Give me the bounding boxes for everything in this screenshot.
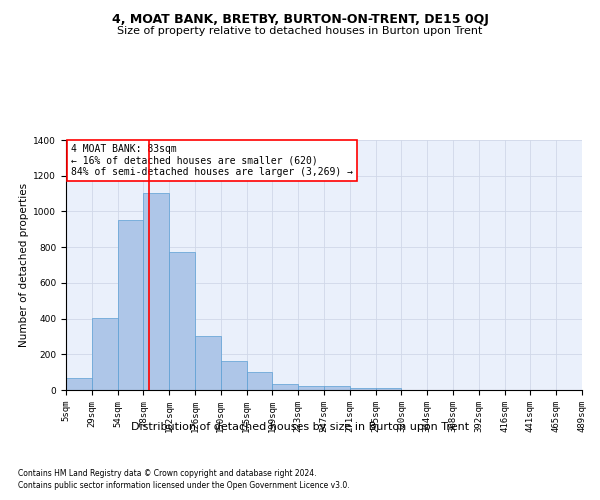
Bar [195, 336, 221, 390]
Bar [66, 378, 92, 390]
Text: Size of property relative to detached houses in Burton upon Trent: Size of property relative to detached ho… [118, 26, 482, 36]
Bar [324, 386, 350, 390]
Text: Contains public sector information licensed under the Open Government Licence v3: Contains public sector information licen… [18, 481, 350, 490]
Bar [92, 318, 118, 390]
Text: Contains HM Land Registry data © Crown copyright and database right 2024.: Contains HM Land Registry data © Crown c… [18, 468, 317, 477]
Bar [350, 388, 376, 390]
Bar [247, 372, 272, 390]
Bar [376, 388, 401, 390]
Bar [169, 252, 195, 390]
Bar [143, 192, 169, 390]
Bar [118, 220, 143, 390]
Bar [272, 384, 298, 390]
Bar [298, 386, 324, 390]
Text: 4 MOAT BANK: 83sqm
← 16% of detached houses are smaller (620)
84% of semi-detach: 4 MOAT BANK: 83sqm ← 16% of detached hou… [71, 144, 353, 177]
Bar [221, 362, 247, 390]
Y-axis label: Number of detached properties: Number of detached properties [19, 183, 29, 347]
Text: Distribution of detached houses by size in Burton upon Trent: Distribution of detached houses by size … [131, 422, 469, 432]
Text: 4, MOAT BANK, BRETBY, BURTON-ON-TRENT, DE15 0QJ: 4, MOAT BANK, BRETBY, BURTON-ON-TRENT, D… [112, 12, 488, 26]
